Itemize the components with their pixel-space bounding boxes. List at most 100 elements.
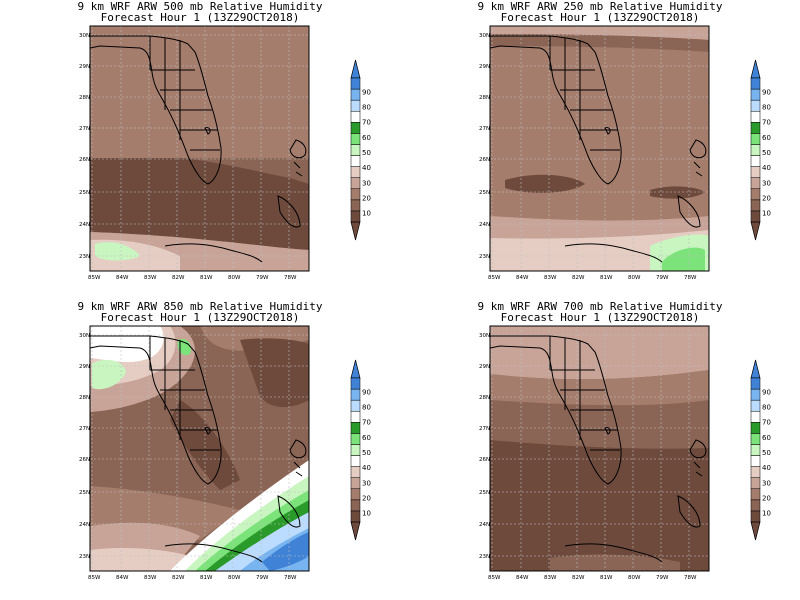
lon-label: 83W [144,575,157,581]
colorbar-swatch [350,210,361,223]
rh-map-700mb: 30N 29N 28N 27N 26N 25N 24N 23N 85W 84W … [479,325,710,581]
colorbar-label: 40 [362,464,371,472]
lon-label: 78W [284,275,297,281]
colorbar-arrow-bottom [750,221,761,241]
lon-label: 80W [628,275,641,281]
colorbar-swatch [350,377,361,390]
panel-title: 9 km WRF ARW 250 mb Relative Humidity [477,0,723,13]
lat-label: 30N [479,33,490,39]
panel-500mb: 9 km WRF ARW 500 mb Relative Humidity Fo… [0,0,400,300]
colorbar-arrow-top [350,359,361,379]
colorbar-legend: 10 20 30 40 50 60 70 80 90 [750,59,771,241]
lat-label: 25N [79,490,90,496]
colorbar-swatch [350,388,361,401]
lat-label: 30N [79,333,90,339]
lon-label: 80W [228,275,241,281]
panel-250mb: 9 km WRF ARW 250 mb Relative Humidity Fo… [400,0,800,300]
colorbar-label: 10 [762,510,771,518]
colorbar-label: 20 [362,195,371,203]
colorbar-swatch [350,155,361,167]
lon-label: 79W [256,575,269,581]
lon-label: 78W [284,575,297,581]
lon-label: 79W [256,275,269,281]
colorbar-swatch [750,466,761,478]
colorbar-swatch [750,133,761,145]
lat-label: 24N [479,222,490,228]
lat-label: 26N [79,457,90,463]
colorbar-legend: 10 20 30 40 50 60 70 80 90 [350,59,371,241]
lon-label: 82W [172,575,185,581]
lat-label: 29N [479,364,490,370]
lat-label: 23N [79,554,90,560]
colorbar-swatch [350,422,361,434]
lon-label: 84W [116,575,129,581]
lon-label: 81W [200,575,213,581]
colorbar-swatch [350,133,361,145]
colorbar-swatch [750,510,761,523]
colorbar-swatch [750,177,761,190]
lon-label: 82W [172,275,185,281]
colorbar-swatch [350,199,361,212]
colorbar-label: 20 [362,495,371,503]
lat-label: 30N [479,333,490,339]
colorbar-label: 40 [762,464,771,472]
lat-label: 23N [479,554,490,560]
lon-label: 81W [200,275,213,281]
lat-label: 26N [479,457,490,463]
lat-label: 27N [479,126,490,132]
panel-subtitle: Forecast Hour 1 (13Z29OCT2018) [100,311,300,324]
lon-label: 80W [228,575,241,581]
panel-700mb: 9 km WRF ARW 700 mb Relative Humidity Fo… [400,300,800,600]
colorbar-label: 70 [362,419,371,427]
lon-label: 85W [88,275,101,281]
lon-label: 84W [516,275,529,281]
lon-label: 83W [144,275,157,281]
colorbar-arrow-top [750,59,761,79]
lon-label: 78W [684,275,697,281]
rh-map-500mb: 30N 29N 28N 27N 26N 25N 24N 23N 85W 84W … [79,25,310,281]
colorbar-swatch [350,477,361,490]
lat-label: 24N [479,522,490,528]
colorbar-label: 80 [362,104,371,112]
colorbar-legend: 10 20 30 40 50 60 70 80 90 [350,359,371,541]
colorbar-swatch [350,88,361,101]
colorbar-swatch [350,499,361,512]
rh-map-850mb: 30N 29N 28N 27N 26N 25N 24N 23N 85W 84W … [79,325,310,581]
panel-title: 9 km WRF ARW 700 mb Relative Humidity [477,300,723,313]
colorbar-label: 10 [762,210,771,218]
colorbar-swatch [750,155,761,167]
colorbar-label: 60 [762,434,771,442]
lon-label: 80W [628,575,641,581]
colorbar-swatch [750,444,761,456]
colorbar-swatch [750,210,761,223]
lon-label: 85W [488,575,501,581]
lon-label: 79W [656,275,669,281]
colorbar-swatch [750,477,761,490]
lat-label: 29N [79,64,90,70]
lat-label: 29N [79,364,90,370]
colorbar-swatch [750,188,761,201]
colorbar-arrow-bottom [350,221,361,241]
colorbar-swatch [350,433,361,445]
lat-label: 26N [479,157,490,163]
colorbar-swatch [750,399,761,412]
colorbar-swatch [350,144,361,156]
rh-map-250mb: 30N 29N 28N 27N 26N 25N 24N 23N 85W 84W … [479,25,710,281]
colorbar-label: 30 [762,179,771,187]
colorbar-swatch [350,188,361,201]
colorbar-swatch [750,433,761,445]
colorbar-swatch [750,499,761,512]
colorbar-swatch [350,166,361,178]
lon-label: 84W [116,275,129,281]
colorbar-label: 80 [362,404,371,412]
lon-label: 82W [572,275,585,281]
colorbar-label: 50 [762,149,771,157]
lat-label: 27N [79,426,90,432]
lon-label: 78W [684,575,697,581]
colorbar-swatch [750,488,761,501]
lat-label: 25N [479,190,490,196]
colorbar-label: 50 [362,149,371,157]
colorbar-label: 20 [762,195,771,203]
panel-title: 9 km WRF ARW 500 mb Relative Humidity [77,0,323,13]
lon-label: 83W [544,275,557,281]
